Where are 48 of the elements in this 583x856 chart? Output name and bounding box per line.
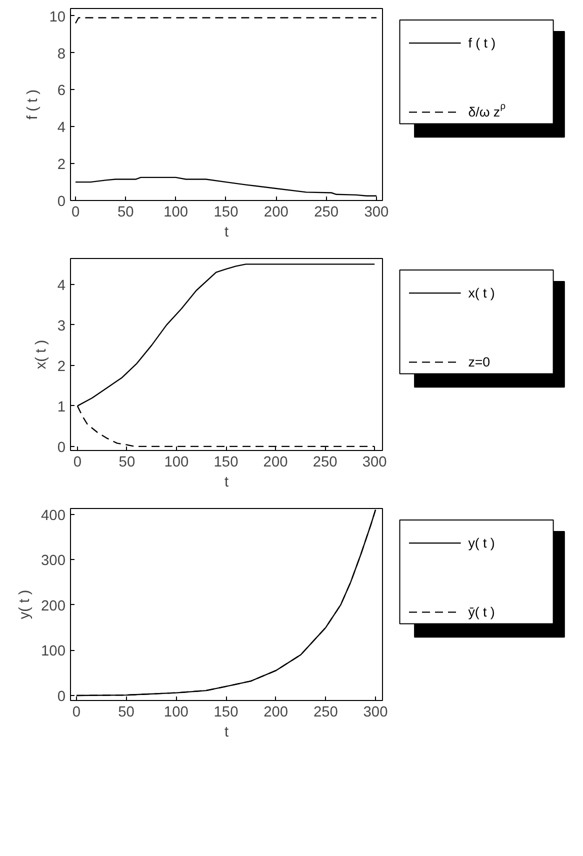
x-tick-label: 0 [73, 454, 82, 470]
y-tick-label: 3 [57, 318, 66, 334]
y-tick-label: 100 [41, 644, 66, 660]
legend-label: z=0 [468, 354, 490, 370]
y-tick-label: 2 [57, 157, 66, 174]
x-tick-label: 200 [263, 454, 288, 470]
x-tick-label: 50 [118, 704, 134, 720]
x-axis-title: t [224, 724, 229, 740]
x-tick-label: 150 [214, 704, 238, 720]
y-tick-label: 1 [57, 399, 66, 416]
y-tick-label: 300 [41, 553, 66, 570]
y-axis-title: y( t ) [17, 590, 34, 620]
x-tick-label: 50 [118, 454, 136, 470]
legend-label: ȳ( t ) [468, 604, 495, 620]
x-tick-label: 300 [362, 454, 387, 470]
x-tick-label: 200 [264, 704, 288, 720]
y-tick-label: 400 [41, 508, 66, 524]
x-tick-label: 100 [164, 704, 188, 720]
x-tick-label: 0 [71, 204, 80, 220]
x-tick-label: 250 [314, 204, 339, 220]
y-tick-label: 200 [41, 598, 66, 614]
x-tick-label: 150 [214, 454, 238, 470]
y-tick-label: 0 [57, 440, 66, 456]
x-axis-title: t [224, 474, 229, 490]
legend-label: f ( t ) [468, 36, 496, 51]
y-tick-label: 6 [57, 83, 66, 100]
legend-label: x( t ) [468, 286, 495, 301]
x-tick-label: 250 [312, 454, 338, 470]
y-axis-title: f ( t ) [25, 89, 42, 120]
y-tick-label: 4 [57, 120, 66, 136]
x-tick-label: 300 [363, 704, 388, 720]
x-tick-label: 50 [118, 204, 134, 220]
x-axis-title: t [224, 224, 229, 240]
y-tick-label: 0 [57, 689, 66, 706]
x-tick-label: 0 [72, 704, 81, 720]
x-tick-label: 250 [313, 704, 338, 720]
x-tick-label: 100 [164, 454, 189, 470]
x-tick-label: 200 [264, 204, 288, 220]
x-tick-label: 100 [164, 204, 188, 220]
y-tick-label: 10 [49, 9, 66, 26]
legend-label: y( t ) [468, 536, 495, 551]
y-tick-label: 2 [57, 358, 66, 375]
y-tick-label: 8 [57, 46, 66, 62]
y-axis-title: x( t ) [33, 340, 50, 370]
y-tick-label: 0 [57, 194, 66, 210]
y-tick-label: 4 [57, 278, 66, 294]
x-tick-label: 300 [364, 204, 389, 220]
x-tick-label: 150 [214, 204, 238, 220]
